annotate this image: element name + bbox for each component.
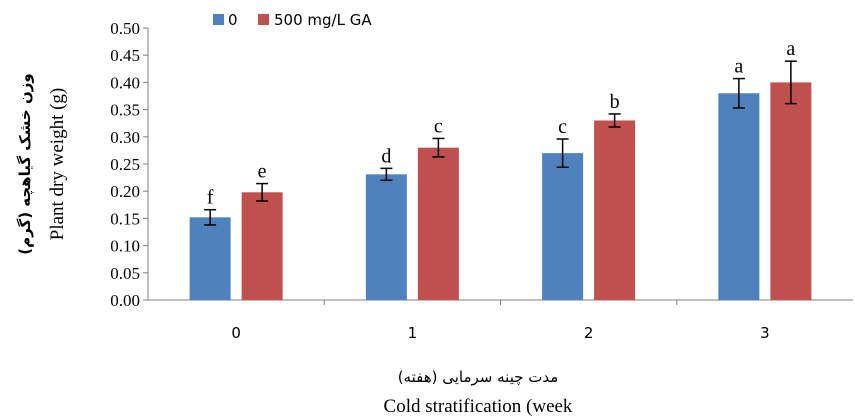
- y-tick-label: 0.20: [110, 182, 140, 201]
- x-tick-label: 1: [408, 324, 418, 342]
- y-tick-label: 0.30: [110, 128, 140, 147]
- significance-label: c: [558, 116, 567, 138]
- x-axis-label-persian: مدت چینه سرمایی (هفته): [398, 368, 559, 386]
- bar: [189, 217, 231, 300]
- y-tick-label: 0.00: [110, 291, 140, 310]
- bar: [542, 153, 584, 300]
- y-tick-label: 0.40: [110, 73, 140, 92]
- significance-label: e: [258, 161, 267, 183]
- significance-label: a: [786, 38, 795, 60]
- y-axis-ticks: 0.00 0.05 0.10 0.15 0.20 0.25 0.30 0.35 0.40 0.45…: [110, 19, 148, 310]
- significance-label: f: [207, 187, 214, 209]
- y-tick-label: 0.50: [110, 19, 140, 38]
- y-tick-label: 0.25: [110, 155, 140, 174]
- bars: f e d c c b a a: [189, 38, 812, 301]
- y-tick-label: 0.10: [110, 237, 140, 256]
- x-axis-ticks: 0 1 2 3: [231, 300, 770, 342]
- legend-label-control: 0: [228, 11, 238, 29]
- x-tick-label: 2: [584, 324, 594, 342]
- x-axis-label-english: Cold stratification (week: [384, 396, 573, 417]
- bar: [365, 174, 407, 300]
- y-tick-label: 0.35: [110, 101, 140, 120]
- y-tick-label: 0.45: [110, 46, 140, 65]
- significance-label: c: [434, 115, 443, 137]
- significance-label: b: [610, 91, 620, 113]
- bar: [241, 192, 283, 300]
- bar: [594, 120, 636, 300]
- legend-swatch-ga: [258, 14, 269, 25]
- y-axis-label-persian: وزن خشک گیاهچه (گرم): [16, 73, 35, 254]
- y-tick-label: 0.05: [110, 264, 140, 283]
- bar: [417, 147, 459, 300]
- legend-label-ga: 500 mg/L GA: [274, 11, 372, 29]
- x-tick-label: 3: [760, 324, 770, 342]
- x-tick-label: 0: [231, 324, 241, 342]
- bar: [718, 93, 760, 300]
- bar: [770, 82, 812, 301]
- significance-label: a: [734, 56, 743, 78]
- legend: 0 500 mg/L GA: [213, 11, 372, 29]
- y-tick-label: 0.15: [110, 209, 140, 228]
- y-axis-label-english: Plant dry weight (g): [47, 88, 68, 241]
- legend-swatch-control: [213, 14, 224, 25]
- significance-label: d: [381, 145, 391, 167]
